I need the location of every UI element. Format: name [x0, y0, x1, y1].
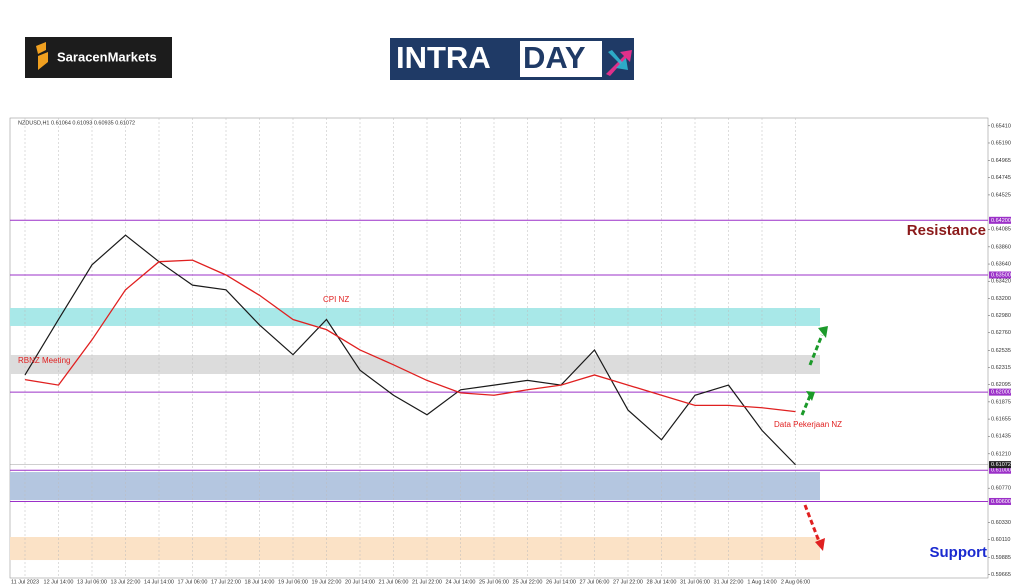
level-tag: [989, 271, 1011, 279]
level-tag: [989, 497, 1011, 505]
y-tick-label: 0.63640: [991, 261, 1011, 267]
moving-average: [24, 259, 796, 413]
y-tick-label: 0.61875: [991, 399, 1011, 405]
y-tick-label: 0.62980: [991, 313, 1011, 319]
y-tick-label: 0.59885: [991, 555, 1011, 561]
x-tick-label: 27 Jul 22:00: [613, 579, 643, 585]
y-tick-label: 0.64965: [991, 158, 1011, 164]
level-tag: [989, 388, 1011, 396]
zone: [10, 355, 820, 375]
price-line-series: [24, 234, 796, 466]
x-tick-label: 21 Jul 06:00: [379, 579, 409, 585]
level-label: 0.61000: [991, 468, 1011, 474]
y-tick-label: 0.62760: [991, 330, 1011, 336]
arrow-down: [803, 504, 822, 545]
x-tick-label: 25 Jul 22:00: [513, 579, 543, 585]
y-tick-label: 0.65190: [991, 140, 1011, 146]
plot-frame: [9, 117, 989, 579]
x-tick-label: 19 Jul 22:00: [312, 579, 342, 585]
x-tick-label: 13 Jul 06:00: [77, 579, 107, 585]
x-tick-label: 25 Jul 06:00: [479, 579, 509, 585]
price-label: 0.61072: [991, 462, 1011, 468]
y-tick-label: 0.63420: [991, 279, 1011, 285]
support-label: Support: [930, 544, 988, 561]
x-tick-label: 17 Jul 22:00: [211, 579, 241, 585]
y-tick-label: 0.60770: [991, 486, 1011, 492]
x-tick-label: 17 Jul 06:00: [178, 579, 208, 585]
y-tick-label: 0.65410: [991, 123, 1011, 129]
level-label: 0.64200: [991, 218, 1011, 224]
y-tick-label: 0.62315: [991, 365, 1011, 371]
y-tick-label: 0.61210: [991, 451, 1011, 457]
intraday-b: DAY: [523, 40, 586, 75]
arrow-head: [815, 538, 825, 551]
arrow-up: [800, 395, 812, 416]
arrow-head: [806, 391, 815, 401]
zone: [10, 308, 820, 326]
arrow-head: [818, 326, 828, 338]
level-label: 0.60600: [991, 499, 1011, 505]
intraday-a: INTRA: [396, 40, 491, 75]
x-tick-label: 24 Jul 14:00: [446, 579, 476, 585]
x-tick-label: 20 Jul 14:00: [345, 579, 375, 585]
x-tick-label: 21 Jul 22:00: [412, 579, 442, 585]
y-tick-label: 0.63860: [991, 244, 1011, 250]
annotation: Data Pekerjaan NZ: [774, 420, 842, 429]
y-tick-label: 0.60330: [991, 520, 1011, 526]
x-tick-label: 1 Aug 14:00: [747, 579, 776, 585]
arrow-up: [808, 334, 824, 366]
level-label: 0.63500: [991, 272, 1011, 278]
y-tick-label: 0.62095: [991, 382, 1011, 388]
y-tick-label: 0.61655: [991, 417, 1011, 423]
symbol-header: NZDUSD,H1 0.61064 0.61093 0.60935 0.6107…: [18, 120, 135, 126]
arrow-icon: [608, 50, 628, 70]
x-tick-label: 18 Jul 14:00: [245, 579, 275, 585]
y-tick-label: 0.64085: [991, 227, 1011, 233]
x-tick-label: 13 Jul 22:00: [111, 579, 141, 585]
x-tick-label: 19 Jul 06:00: [278, 579, 308, 585]
y-tick-label: 0.61435: [991, 434, 1011, 440]
annotation: CPI NZ: [323, 295, 349, 304]
x-tick-label: 12 Jul 14:00: [44, 579, 74, 585]
arrows: [800, 334, 824, 545]
y-tick-label: 0.60110: [991, 537, 1010, 543]
x-tick-label: 27 Jul 06:00: [580, 579, 610, 585]
x-tick-label: 26 Jul 14:00: [546, 579, 576, 585]
annotation: RBNZ Meeting: [18, 356, 70, 365]
x-tick-label: 28 Jul 14:00: [647, 579, 677, 585]
y-tick-label: 0.62535: [991, 348, 1011, 354]
logo-box: [25, 37, 172, 78]
x-tick-label: 31 Jul 22:00: [714, 579, 744, 585]
level-tag: [989, 216, 1011, 224]
y-tick-label: 0.59665: [991, 572, 1011, 578]
resistance-label: Resistance: [907, 222, 986, 239]
zone: [10, 536, 820, 561]
x-tick-label: 31 Jul 06:00: [680, 579, 710, 585]
level-tag: [989, 466, 1011, 474]
plot: 11 Jul 2023 12 Jul 14:00 13 Jul 06:00 13 Ju…: [10, 118, 1011, 585]
level-label: 0.62000: [991, 390, 1011, 396]
logo-text: SaracenMarkets: [57, 49, 157, 64]
price-tag: [989, 461, 1011, 469]
x-tick-label: 14 Jul 14:00: [144, 579, 174, 585]
x-tick-label: 11 Jul 2023: [11, 579, 39, 585]
y-tick-label: 0.64525: [991, 192, 1011, 198]
x-tick-label: 2 Aug 06:00: [781, 579, 810, 585]
y-tick-label: 0.63200: [991, 296, 1011, 302]
zone: [10, 472, 820, 501]
intraday-day-box: [520, 41, 602, 77]
logo-icon: [36, 42, 48, 70]
y-tick-label: 0.64745: [991, 175, 1011, 181]
